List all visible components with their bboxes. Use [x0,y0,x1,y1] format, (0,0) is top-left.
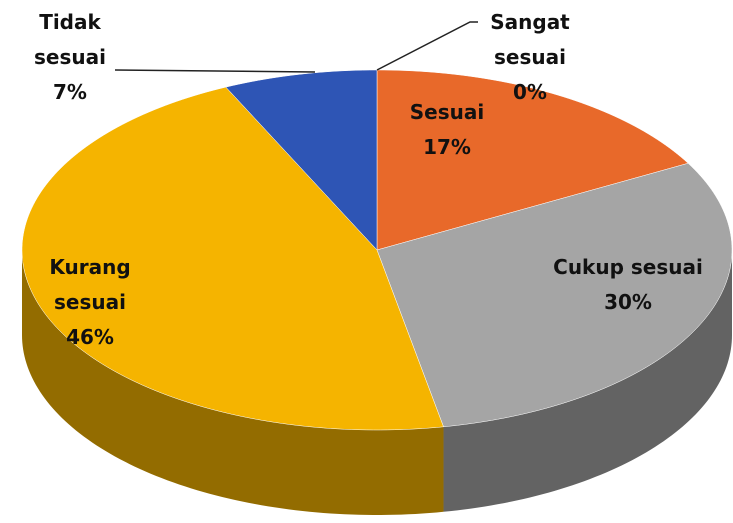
value-label: 30% [604,290,652,314]
category-label: Sesuai [409,100,485,124]
slice [21,86,444,431]
data-label: Cukup sesuai 30% [518,250,733,320]
slice-side [22,250,444,515]
data-label: Kurang sesuai 46% [30,250,150,355]
value-label: 7% [53,80,87,104]
leader-line [114,69,316,73]
value-label: 17% [423,135,471,159]
slice [376,163,733,428]
slice [376,69,689,251]
category-label: Kurang sesuai [49,255,131,314]
tops [21,69,733,431]
leader-line [376,21,478,71]
category-label: Cukup sesuai [553,255,703,279]
sides [22,250,732,515]
category-label: Sangat sesuai [490,10,570,69]
slice [225,69,378,251]
category-label: Tidak sesuai [34,10,106,69]
data-label: Sesuai 17% [397,95,497,165]
value-label: 46% [66,325,114,349]
data-label: Sangat sesuai 0% [470,5,590,110]
slice-side [443,250,732,512]
data-label: Tidak sesuai 7% [15,5,125,110]
value-label: 0% [513,80,547,104]
